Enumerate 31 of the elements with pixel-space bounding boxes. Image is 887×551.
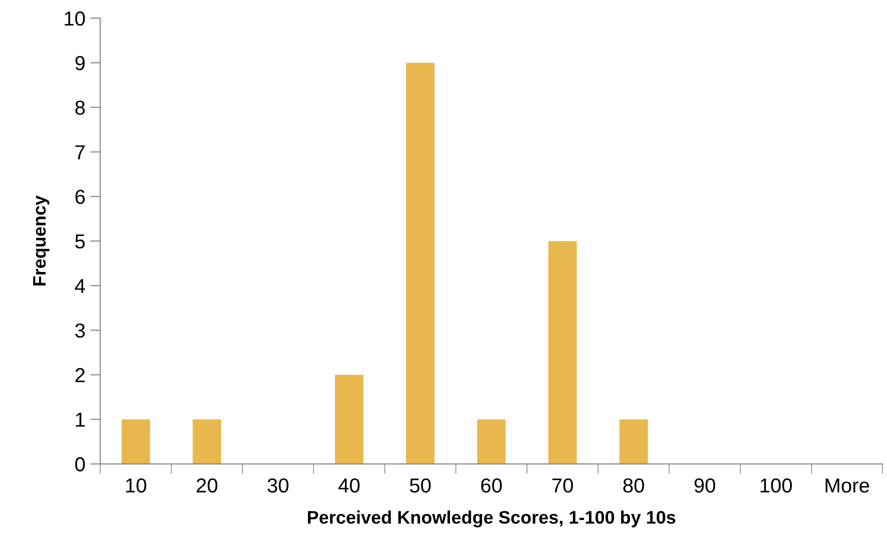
bar (619, 419, 648, 464)
bar (192, 419, 222, 464)
x-tick-label: 10 (126, 478, 146, 493)
bar (122, 419, 150, 464)
x-tick-label: 20 (196, 478, 218, 493)
y-tick-label: 8 (75, 100, 85, 115)
bar (334, 374, 364, 464)
x-axis-title: Perceived Knowledge Scores, 1-100 by 10s (308, 510, 676, 528)
y-tick-label: 7 (75, 145, 85, 160)
x-tick-label: 60 (481, 478, 502, 493)
y-tick-label: 9 (75, 56, 85, 70)
x-tick-label: 30 (268, 478, 288, 493)
x-tick-label: More (826, 478, 870, 493)
x-tick-label: 50 (410, 478, 431, 493)
y-tick-label: 10 (64, 11, 85, 26)
y-tick-label: 6 (75, 190, 85, 204)
x-tick-label: 70 (552, 478, 573, 493)
y-tick-label: 1 (76, 412, 85, 427)
x-tick-label: 90 (694, 478, 716, 493)
x-tick-label: 80 (623, 478, 644, 493)
bar (477, 419, 506, 464)
y-axis-title: Frequency (33, 196, 50, 286)
y-tick-label: 4 (74, 279, 86, 293)
x-tick-label: 40 (338, 478, 360, 493)
bar (406, 62, 434, 464)
x-tick-label: 100 (760, 478, 792, 493)
y-tick-label: 3 (75, 323, 85, 338)
y-tick-label: 2 (75, 368, 85, 382)
bar (548, 241, 577, 464)
y-tick-label: 0 (75, 457, 85, 472)
y-tick-label: 5 (75, 234, 85, 249)
